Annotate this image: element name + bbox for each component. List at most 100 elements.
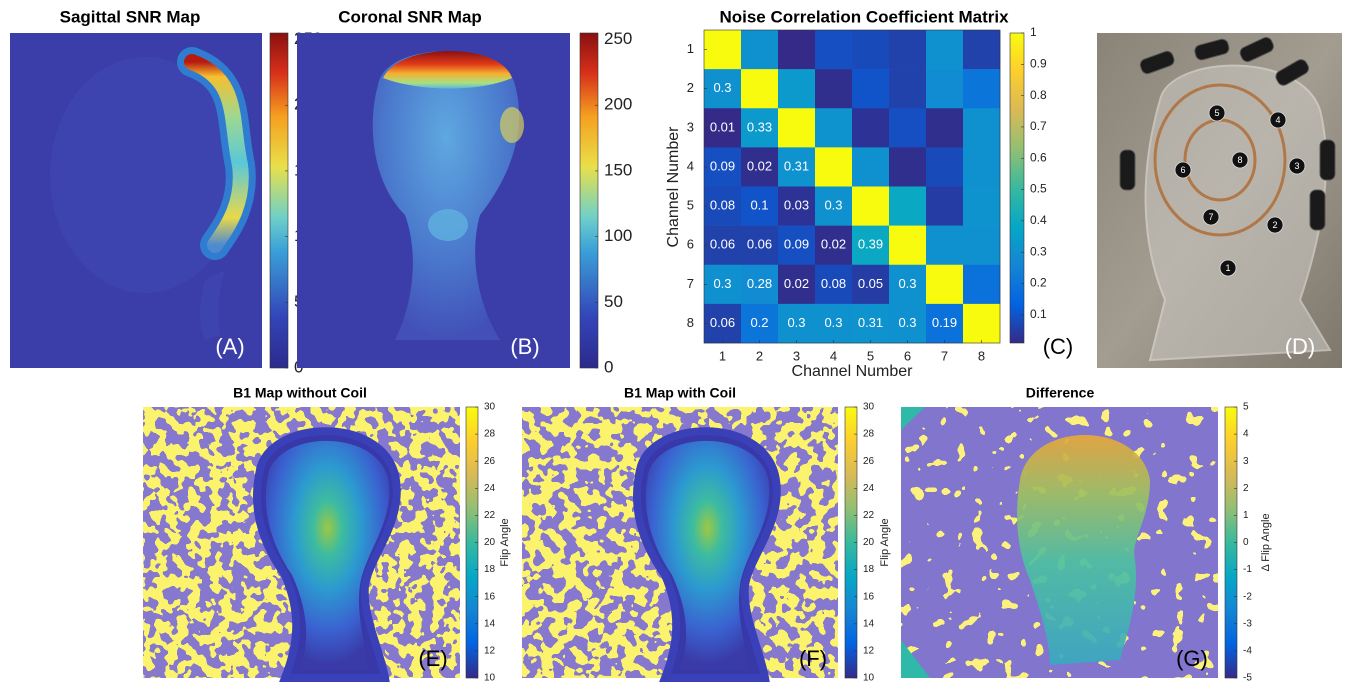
colorbar-tick-label: 24 — [484, 483, 496, 494]
heatmap-cell — [963, 264, 1001, 305]
colorbar-tick-label: 12 — [484, 646, 496, 657]
panel-title: Difference — [1026, 385, 1095, 401]
cell-label: 0.06 — [710, 315, 735, 330]
colorbar-tick-label: 18 — [484, 564, 496, 575]
marker-label: 1 — [1225, 263, 1230, 273]
cell-label: 0.2 — [750, 315, 768, 330]
panel-title: B1 Map without Coil — [233, 385, 367, 401]
heatmap-cell — [704, 264, 742, 305]
heatmap-cell — [741, 225, 779, 266]
heatmap-cell — [852, 30, 890, 70]
heatmap-cell — [889, 108, 927, 148]
heatmap-cell — [704, 147, 742, 187]
colorbar-tick-label: 100 — [604, 226, 632, 245]
colorbar-tick-label: 20 — [863, 537, 875, 548]
heatmap-cell — [778, 147, 816, 187]
cell-label: 0.08 — [710, 198, 735, 213]
cell-label: 0.3 — [824, 198, 842, 213]
x-tick-label: 3 — [793, 348, 800, 363]
colorbar-tick-label: 26 — [484, 456, 496, 467]
marker-label: 2 — [1272, 220, 1277, 230]
heatmap-cell — [852, 225, 890, 266]
x-tick-label: 8 — [978, 348, 985, 363]
panel-label: (E) — [418, 646, 447, 671]
heatmap-cell — [889, 264, 927, 305]
x-tick-label: 2 — [756, 348, 763, 363]
marker-dot — [1208, 104, 1226, 122]
heatmap-cell — [815, 225, 853, 266]
panel-title: Coronal SNR Map — [338, 7, 482, 26]
marker-dot — [1219, 259, 1237, 277]
cell-label: 0.3 — [787, 315, 805, 330]
heatmap-cell — [852, 186, 890, 226]
heatmap-cell — [852, 303, 890, 344]
marker-label: 8 — [1237, 155, 1242, 165]
cell-label: 0.33 — [747, 119, 772, 134]
marker-label: 3 — [1294, 161, 1299, 171]
panel-label: (D) — [1285, 334, 1316, 359]
heatmap-cell — [815, 108, 853, 148]
cell-label: 0.06 — [747, 237, 772, 252]
colorbar-label: Flip Angle — [499, 518, 511, 566]
marker-label: 4 — [1275, 115, 1280, 125]
marker-dot — [1231, 151, 1249, 169]
colorbar-tick-label: 0.9 — [1030, 56, 1047, 70]
heatmap-cell — [815, 69, 853, 109]
cell-label: 0.02 — [784, 276, 809, 291]
colorbar-tick-label: 0.4 — [1030, 213, 1047, 227]
colorbar-tick-label: 5 — [1243, 402, 1249, 413]
colorbar-tick-label: 18 — [863, 564, 875, 575]
cell-label: 0.01 — [710, 119, 735, 134]
heatmap-cell — [963, 303, 1001, 344]
colorbar-tick-label: 0.2 — [1030, 276, 1047, 290]
heatmap-cell — [815, 147, 853, 187]
panel-label: (A) — [215, 334, 244, 359]
panel-label: (G) — [1176, 646, 1208, 671]
colorbar-tick-label: 0.7 — [1030, 119, 1047, 133]
heatmap-cell — [926, 303, 964, 344]
heatmap-cell — [778, 69, 816, 109]
colorbar-tick-label: -5 — [1243, 673, 1252, 682]
colorbar-scale — [1009, 32, 1025, 344]
colorbar-tick-label: 3 — [1243, 456, 1249, 467]
heatmap-cell — [741, 30, 779, 70]
coronal-image — [297, 33, 570, 368]
heatmap-cell — [741, 69, 779, 109]
colorbar-tick-label: 0.3 — [1030, 244, 1047, 258]
heatmap-cell — [963, 108, 1001, 148]
heatmap-cell — [963, 69, 1001, 109]
colorbar-scale — [269, 32, 289, 369]
sagittal-image — [10, 33, 262, 368]
y-tick-label: 8 — [687, 315, 694, 330]
heatmap: 0.30.01 0.330.09 0.02 0.310.08 0.1 0.03 0.30.0… — [687, 29, 1001, 363]
heatmap-cell — [704, 225, 742, 266]
heatmap-cell — [704, 186, 742, 226]
heatmap-cell — [741, 264, 779, 305]
colorbar: 0.1 0.2 0.3 0.4 0.5 0.6 0.7 0.8 0.9 1 — [1009, 25, 1047, 344]
heatmap-cell — [852, 108, 890, 148]
y-tick-label: 7 — [687, 276, 694, 291]
x-axis-label: Channel Number — [792, 363, 914, 380]
heatmap-cell — [852, 69, 890, 109]
colorbar-tick-label: 28 — [484, 429, 496, 440]
cell-label: 0.3 — [713, 276, 731, 291]
marker-label: 7 — [1208, 212, 1213, 222]
colorbar-tick-label: 0 — [604, 357, 613, 376]
colorbar-tick-label: 12 — [863, 646, 875, 657]
colorbar-tick-label: 30 — [863, 402, 875, 413]
b1-image — [522, 407, 838, 682]
colorbar-tick-label: 2 — [1243, 483, 1249, 494]
colorbar-tick-label: 4 — [1243, 429, 1249, 440]
heatmap-cell — [741, 303, 779, 344]
heatmap-cell — [852, 264, 890, 305]
y-tick-label: 3 — [687, 119, 694, 134]
heatmap-cell — [815, 264, 853, 305]
cell-label: 0.3 — [824, 315, 842, 330]
heatmap-cell — [963, 147, 1001, 187]
heatmap-cell — [889, 30, 927, 70]
y-tick-label: 2 — [687, 80, 694, 95]
heatmap-cell — [926, 147, 964, 187]
colorbar-tick-label: 26 — [863, 456, 875, 467]
cell-label: 0.05 — [858, 276, 883, 291]
